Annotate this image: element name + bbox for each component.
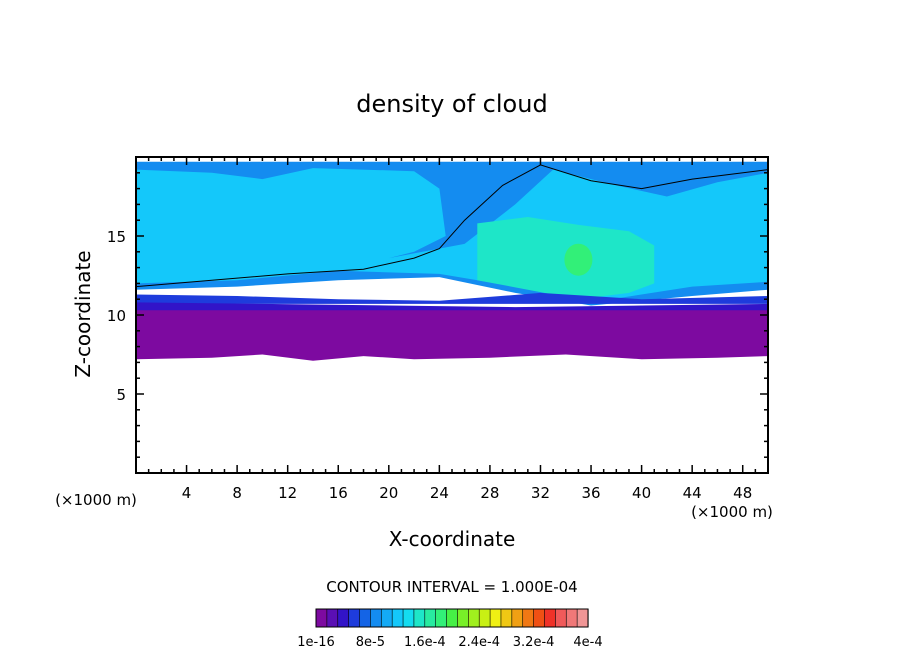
cloud-band-darkblue xyxy=(136,302,768,312)
x-tick-label: 32 xyxy=(531,484,550,502)
x-tick-label: 36 xyxy=(581,484,600,502)
cloud-max-core xyxy=(564,243,593,276)
y-tick-label: 15 xyxy=(107,228,126,246)
colorbar-swatch xyxy=(576,608,589,628)
colorbar-label: 4e-4 xyxy=(573,635,602,650)
colorbar-swatch xyxy=(555,608,567,628)
colorbar-label: 2.4e-4 xyxy=(458,635,500,650)
x-tick-label: 48 xyxy=(733,484,752,502)
colorbar-swatch xyxy=(337,608,350,628)
x-tick-label: 20 xyxy=(379,484,398,502)
colorbar-swatch xyxy=(446,608,459,628)
colorbar-label: 8e-5 xyxy=(356,635,385,650)
x-axis-label: X-coordinate xyxy=(389,527,516,551)
colorbar-swatch xyxy=(413,608,426,628)
colorbar-frame xyxy=(315,608,589,628)
x-tick-label: 44 xyxy=(683,484,702,502)
colorbar-swatch xyxy=(533,608,546,628)
cloud-band-purple xyxy=(136,310,768,361)
x-tick-label: 8 xyxy=(232,484,242,502)
chart-title: density of cloud xyxy=(356,90,547,118)
x-tick-label: 28 xyxy=(480,484,499,502)
colorbar-swatch xyxy=(370,608,382,628)
colorbar-swatch xyxy=(478,608,491,628)
x-unit-left: (×1000 m) xyxy=(55,491,137,509)
x-tick-label: 24 xyxy=(430,484,449,502)
colorbar-labels: 1e-16 8e-5 1.6e-4 2.4e-4 3.2e-4 4e-4 xyxy=(297,635,602,650)
colorbar-swatch xyxy=(391,608,404,628)
cloud-band-midblue xyxy=(136,292,768,304)
colorbar-swatch xyxy=(522,608,535,628)
colorbar-swatch xyxy=(380,608,393,628)
x-tick-label: 16 xyxy=(329,484,348,502)
colorbar-label: 1.6e-4 xyxy=(404,635,446,650)
colorbar-label: 3.2e-4 xyxy=(513,635,555,650)
colorbar-swatch xyxy=(326,608,339,628)
y-tick-label: 10 xyxy=(107,307,126,325)
contour-interval-text: CONTOUR INTERVAL = 1.000E-04 xyxy=(326,578,577,596)
colorbar-swatch xyxy=(457,608,469,628)
colorbar-swatch xyxy=(315,608,328,628)
colorbar-swatch xyxy=(544,608,556,628)
plot-area xyxy=(136,157,768,473)
colorbar-swatch xyxy=(500,608,513,628)
colorbar xyxy=(315,608,589,628)
colorbar-swatch xyxy=(468,608,480,628)
colorbar-swatch xyxy=(489,608,502,628)
colorbar-label: 1e-16 xyxy=(297,635,335,650)
x-tick-label: 12 xyxy=(278,484,297,502)
x-tick-label: 4 xyxy=(182,484,192,502)
colorbar-swatch xyxy=(424,608,437,628)
colorbar-swatch xyxy=(348,608,361,628)
x-unit-right: (×1000 m) xyxy=(691,503,773,521)
colorbar-swatch xyxy=(511,608,524,628)
x-tick-label: 40 xyxy=(632,484,651,502)
y-axis-label: Z-coordinate xyxy=(71,250,95,377)
contour-line xyxy=(136,164,768,288)
colorbar-swatch xyxy=(359,608,371,628)
y-tick-label: 5 xyxy=(116,386,126,404)
colorbar-swatch xyxy=(565,608,578,628)
colorbar-swatch xyxy=(435,608,448,628)
colorbar-swatch xyxy=(402,608,415,628)
